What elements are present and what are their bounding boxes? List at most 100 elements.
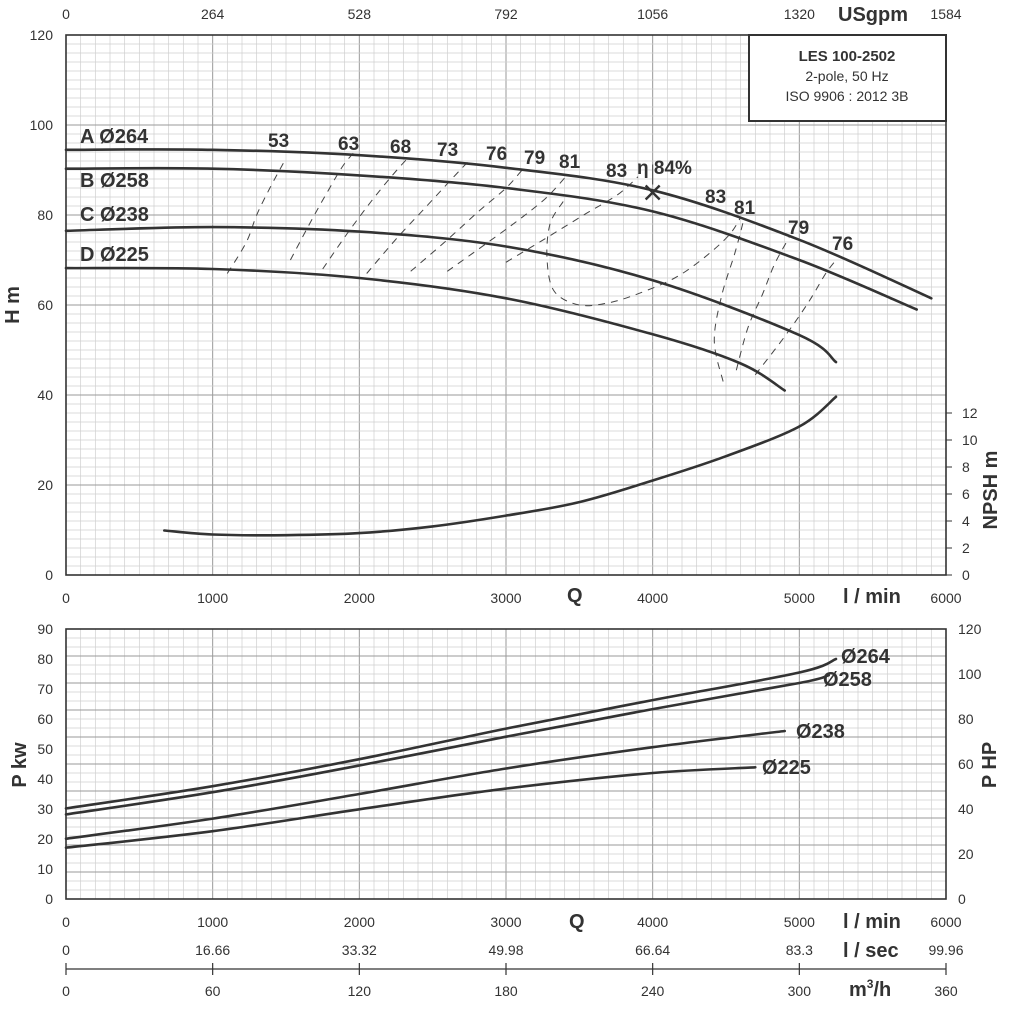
- head-curve-b: [64, 166, 918, 311]
- head-x-tick-label: 6000: [930, 590, 961, 606]
- npsh-y-tick-label: 8: [962, 459, 970, 475]
- head-y-tick-label: 40: [37, 387, 53, 403]
- lsec-tick-label: 49.98: [488, 942, 523, 958]
- head-y-axis-label: H m: [2, 286, 24, 324]
- power-frame: [65, 628, 947, 900]
- power-hp-axis-label: P HP: [979, 742, 1001, 788]
- efficiency-label-81: 81: [559, 152, 581, 173]
- efficiency-label-53: 53: [268, 131, 289, 152]
- curves-layer: [64, 148, 933, 849]
- pump-standard: ISO 9906 : 2012 3B: [786, 88, 909, 104]
- power-curve-2: [64, 729, 786, 840]
- power-kw-tick-label: 10: [37, 861, 53, 877]
- npsh-y-tick-label: 0: [962, 567, 970, 583]
- m3h-tick-label: 120: [348, 983, 372, 999]
- efficiency-iso-line-10: [754, 259, 837, 376]
- impeller-label-b: B Ø258: [80, 170, 149, 192]
- power-curve-1: [64, 673, 830, 816]
- head-x-tick-label: 5000: [784, 590, 815, 606]
- efficiency-iso-line-6: [505, 176, 639, 263]
- efficiency-label-76: 76: [486, 144, 507, 165]
- head-y-tick-label: 0: [45, 567, 53, 583]
- m3h-tick-label: 240: [641, 983, 665, 999]
- annotations-layer: 53 63 68 73 76 79 81 83 83 81 79 76 η 84% A Ø264 B Ø25…: [80, 126, 891, 779]
- power-hp-tick-label: 100: [958, 666, 982, 682]
- power-curve-0: [64, 657, 838, 810]
- power-x-tick-label: 0: [62, 914, 70, 930]
- head-curve-c: [64, 225, 838, 364]
- info-box: LES 100-2502 2-pole, 50 Hz ISO 9906 : 20…: [748, 34, 947, 122]
- lsec-tick-label: 66.64: [635, 942, 670, 958]
- power-kw-tick-label: 30: [37, 801, 53, 817]
- head-plot-grid: [65, 34, 947, 576]
- m3h-unit-base: m: [849, 979, 867, 1001]
- power-curve-label-1: Ø258: [823, 669, 872, 691]
- npsh-y-tick-label: 4: [962, 513, 970, 529]
- efficiency-iso-line-2: [322, 156, 410, 270]
- power-curve-label-3: Ø225: [762, 757, 811, 779]
- head-x-tick-label: 2000: [344, 590, 375, 606]
- head-x-tick-label: 1000: [197, 590, 228, 606]
- efficiency-iso-line-3: [366, 158, 472, 274]
- efficiency-label-83: 83: [705, 187, 726, 208]
- power-x-tick-label: 5000: [784, 914, 815, 930]
- power-hp-tick-label: 0: [958, 891, 966, 907]
- lsec-tick-label: 83.3: [786, 942, 813, 958]
- usgpm-tick-label: 0: [62, 6, 70, 22]
- lsec-tick-label: 16.66: [195, 942, 230, 958]
- power-x-tick-label: 3000: [490, 914, 521, 930]
- power-kw-axis-label: P kw: [9, 742, 31, 788]
- efficiency-label-79: 79: [788, 218, 809, 239]
- m3h-unit-sup: 3: [867, 977, 874, 991]
- efficiency-iso-line-5: [447, 174, 568, 272]
- efficiency-iso-line-4: [410, 169, 523, 272]
- usgpm-tick-label: 1320: [784, 6, 815, 22]
- power-q-symbol: Q: [569, 911, 585, 933]
- power-x-tick-label: 2000: [344, 914, 375, 930]
- usgpm-tick-label: 1584: [930, 6, 961, 22]
- pump-speed: 2-pole, 50 Hz: [805, 68, 888, 84]
- power-kw-tick-label: 70: [37, 681, 53, 697]
- npsh-y-tick-label: 6: [962, 486, 970, 502]
- efficiency-label-63: 63: [338, 134, 359, 155]
- head-q-symbol: Q: [567, 585, 583, 607]
- head-x-tick-label: 3000: [490, 590, 521, 606]
- head-curve-a: [64, 148, 933, 300]
- efficiency-label-68: 68: [390, 137, 411, 158]
- head-y-tick-label: 120: [30, 27, 54, 43]
- usgpm-tick-label: 1056: [637, 6, 668, 22]
- bep-marker: [644, 184, 661, 201]
- impeller-label-a: A Ø264: [80, 126, 149, 148]
- npsh-y-axis-label: NPSH m: [980, 451, 1002, 530]
- power-curve-label-0: Ø264: [841, 646, 891, 668]
- m3h-tick-label: 60: [205, 983, 221, 999]
- power-kw-tick-label: 90: [37, 621, 53, 637]
- head-x-unit-label: l / min: [843, 586, 901, 608]
- power-curve-3: [64, 766, 757, 849]
- impeller-label-c: C Ø238: [80, 204, 149, 226]
- head-y-tick-label: 80: [37, 207, 53, 223]
- head-y-tick-label: 20: [37, 477, 53, 493]
- power-hp-tick-label: 20: [958, 846, 974, 862]
- power-hp-tick-label: 60: [958, 756, 974, 772]
- efficiency-label-79: 79: [524, 148, 545, 169]
- impeller-label-d: D Ø225: [80, 244, 149, 266]
- tick-labels-layer: 0010001000200020003000300040004000500050…: [30, 6, 982, 999]
- power-hp-tick-label: 120: [958, 621, 982, 637]
- power-curve-label-2: Ø238: [796, 721, 845, 743]
- bep-label: η 84%: [637, 158, 692, 179]
- lsec-tick-label: 99.96: [928, 942, 963, 958]
- lsec-tick-label: 0: [62, 942, 70, 958]
- npsh-y-tick-label: 12: [962, 405, 978, 421]
- efficiency-iso-line-1: [289, 149, 357, 261]
- power-kw-tick-label: 40: [37, 771, 53, 787]
- head-curve-d: [64, 266, 786, 392]
- power-hp-tick-label: 40: [958, 801, 974, 817]
- npsh-curve: [163, 395, 838, 537]
- efficiency-iso-line-0: [226, 160, 285, 274]
- efficiency-label-81: 81: [734, 198, 756, 219]
- power-plot-grid: [65, 628, 947, 900]
- power-hp-tick-label: 80: [958, 711, 974, 727]
- pump-model: LES 100-2502: [799, 48, 896, 65]
- power-x-tick-label: 4000: [637, 914, 668, 930]
